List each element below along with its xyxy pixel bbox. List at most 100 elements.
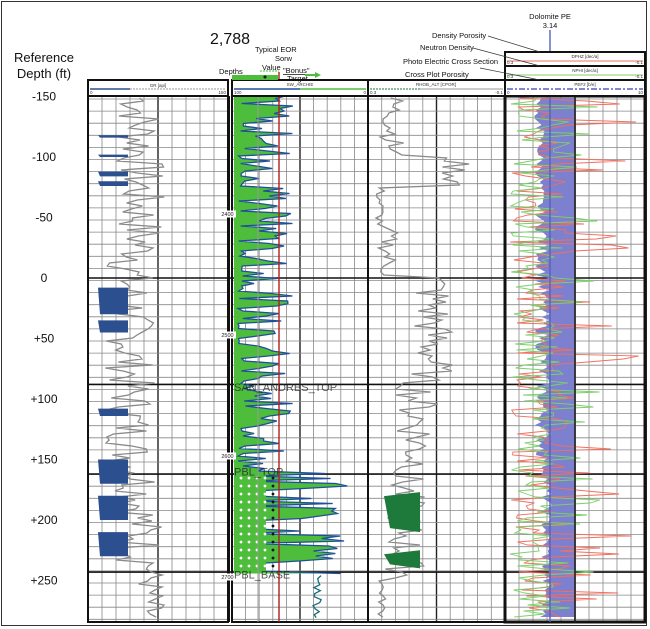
pbl-white-dot <box>239 476 243 480</box>
measured-depth-box <box>219 573 236 581</box>
sorw-fill <box>234 96 348 574</box>
pbl-white-dot <box>239 492 243 496</box>
pef-min-label: 0 <box>507 90 510 95</box>
dphz-min-label: 0.3 <box>507 60 514 65</box>
cross-plot-label: Cross Plot Porosity <box>405 70 469 79</box>
depth-tick-label: -150 <box>32 90 56 104</box>
density-porosity-label: Density Porosity <box>432 31 486 40</box>
eor-annotation-line2: Sorw <box>275 54 293 63</box>
pbl-white-dot <box>239 556 243 560</box>
gr-shale-fill <box>98 181 128 187</box>
pbl-black-dot <box>271 548 275 552</box>
pbl-white-dot <box>263 532 267 536</box>
pbl-white-dot <box>239 540 243 544</box>
measured-depth-label: 2500 <box>221 333 233 339</box>
gr-curve <box>104 97 166 618</box>
nphi-min-label: 0.3 <box>507 74 514 79</box>
measured-depth-box <box>219 452 236 460</box>
pbl-black-dot <box>271 508 275 512</box>
gr-shale-fill <box>98 495 128 520</box>
bonus-annotation-line1: "Bonus" <box>283 66 310 75</box>
pbl-white-dot <box>247 492 251 496</box>
rhob-curve-label: RHOB_ALT [CPOR] <box>416 82 456 87</box>
depth-tick-label: +200 <box>30 513 57 527</box>
depth-tick-label: +50 <box>34 332 55 346</box>
gr-shale-fill <box>98 171 128 177</box>
pbl-black-dot <box>271 500 275 504</box>
pbl-white-dot <box>263 516 267 520</box>
depths-green-bar <box>232 75 278 80</box>
pbl-white-dot <box>247 540 251 544</box>
depth-tick-label: -100 <box>32 150 56 164</box>
pbl-white-dot <box>247 524 251 528</box>
pef-header-box <box>504 79 646 97</box>
bonus-arrow-icon <box>315 72 321 78</box>
pbl-white-dot <box>239 500 243 504</box>
pbl-black-dot <box>271 564 275 568</box>
photo-electric-leader <box>479 67 541 81</box>
gr-shale-fill <box>98 408 128 416</box>
pbl-white-dot <box>239 532 243 536</box>
pbl-white-dot <box>263 476 267 480</box>
pbl-white-dot <box>247 484 251 488</box>
sorw-tail-curve <box>312 575 323 619</box>
rhob-fill <box>384 550 420 569</box>
pbl-black-dot <box>271 540 275 544</box>
neutron-density-label: Neutron Density <box>420 43 474 52</box>
pe-fill <box>534 98 575 617</box>
dolomite-pe-label: Dolomite PE <box>529 12 571 21</box>
depth-tick-label: -50 <box>35 211 53 225</box>
pbl-white-dot <box>263 540 267 544</box>
measured-depth-box <box>219 331 236 339</box>
pbl-white-dot <box>263 564 267 568</box>
rhob-fill <box>384 492 420 533</box>
neutron-density-leader <box>472 47 541 67</box>
depth-tick-label: +250 <box>30 574 57 588</box>
pbl-white-dot <box>247 508 251 512</box>
pef-curve-label: PEF2 [b/e] <box>574 82 595 87</box>
dphz-curve <box>510 97 639 618</box>
depth-axis-label-line1: Reference <box>14 50 74 65</box>
pef-max-label: 10 <box>638 90 644 95</box>
pbl-white-dot <box>247 516 251 520</box>
rhob-max-label: -0.1 <box>495 90 503 95</box>
pbl-white-dot <box>263 508 267 512</box>
pbl-black-dot <box>271 556 275 560</box>
dphz-max-label: -0.1 <box>635 60 643 65</box>
gr-shale-fill <box>98 287 128 315</box>
photo-electric-label: Photo Electric Cross Section <box>403 57 498 66</box>
pbl-white-dot <box>247 556 251 560</box>
gr-shale-fill <box>98 532 128 557</box>
gr-shale-fill <box>98 320 128 333</box>
pbl-white-dot <box>239 484 243 488</box>
gr-shale-fill <box>98 135 128 138</box>
depth-axis-label-line2: Depth (ft) <box>17 66 71 81</box>
pbl-white-dot <box>263 524 267 528</box>
nphi-curve-label: NPHI [dec/a] <box>572 68 598 73</box>
pbl-white-dot <box>239 548 243 552</box>
measured-depth-label: 2600 <box>221 454 233 460</box>
pbl-green-zone <box>234 474 266 573</box>
dphz-curve-label: DPHZ [dec/a] <box>571 54 598 59</box>
eor-dot <box>263 75 267 79</box>
rhob-min-label: 0.3 <box>370 90 377 95</box>
measured-depth-box <box>219 210 236 218</box>
gr-shale-fill <box>98 459 128 484</box>
pbl-black-dot <box>271 532 275 536</box>
pbl-white-dot <box>247 532 251 536</box>
pbl-white-dot <box>239 508 243 512</box>
formation-top-label: PBL_BASE <box>234 569 290 581</box>
pbl-white-dot <box>263 548 267 552</box>
bonus-annotation-line2: Target <box>287 74 309 83</box>
gr-shale-fill <box>98 154 128 157</box>
pbl-white-dot <box>263 492 267 496</box>
formation-top-label: PBL_TOP <box>234 467 283 479</box>
pbl-black-dot <box>271 492 275 496</box>
pbl-white-dot <box>239 564 243 568</box>
gr-max-label: 150 <box>218 90 226 95</box>
formation-top-label: SAN_ANDRES_TOP <box>234 382 337 394</box>
nphi-curve <box>508 97 600 618</box>
eor-annotation-line3: Value <box>262 63 281 72</box>
gr-header-box <box>87 79 229 97</box>
